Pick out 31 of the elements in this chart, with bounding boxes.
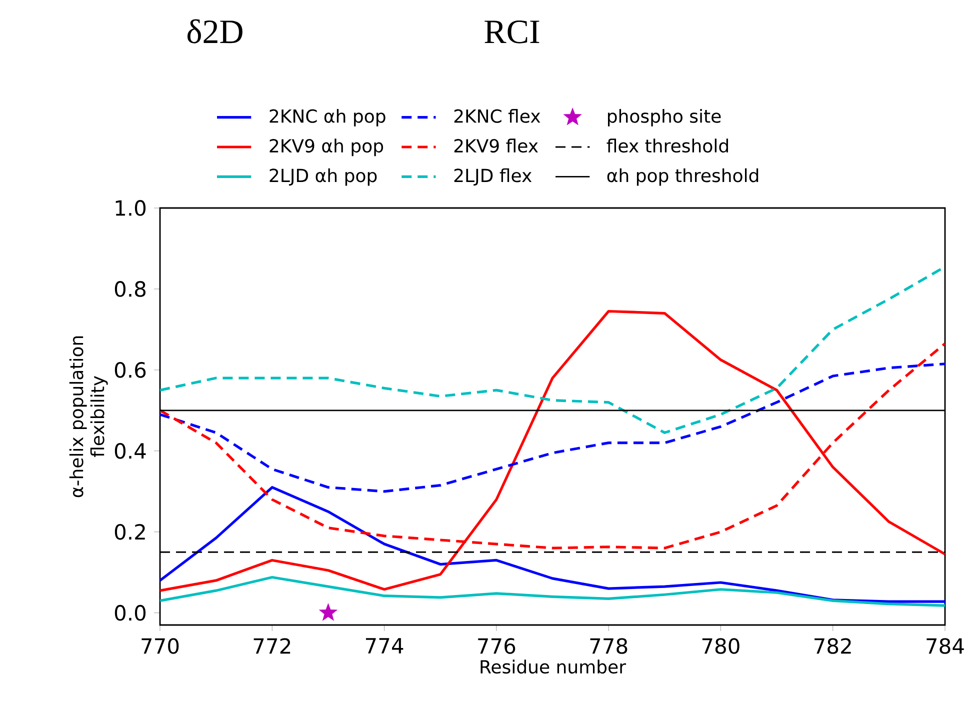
legend-label: 2KNC αh pop xyxy=(270,108,386,126)
legend-label: αh pop threshold xyxy=(607,168,758,186)
legend-label: 2KNC flex xyxy=(454,108,540,123)
x-tick-label: 770 xyxy=(142,638,179,654)
y-tick-label: 0.2 xyxy=(114,524,145,540)
line-series xyxy=(160,310,946,592)
y-tick-label: 0.0 xyxy=(114,604,146,621)
legend-label: 2KV9 αh pop xyxy=(270,138,384,156)
legend-label: flex threshold xyxy=(606,138,728,153)
y-tick-label: 1.0 xyxy=(116,200,146,216)
line-series xyxy=(160,362,946,493)
x-tick-label: 774 xyxy=(366,638,404,654)
x-axis-title: Residue number xyxy=(480,660,626,674)
x-tick-label: 782 xyxy=(814,638,851,654)
y-tick-label: 0.8 xyxy=(114,281,146,297)
legend-label: 2KV9 flex xyxy=(454,138,538,153)
text: δ2D xyxy=(188,19,242,44)
x-tick-label: 772 xyxy=(254,638,290,654)
y-axis-title: α-helix population flexibility xyxy=(69,336,108,498)
x-tick-label: 776 xyxy=(478,638,516,654)
line-series xyxy=(160,486,946,603)
x-tick-label: 780 xyxy=(702,638,740,654)
legend-label: 2LJD αh pop xyxy=(270,168,377,186)
x-tick-label: 778 xyxy=(590,638,628,654)
legend-label: phospho site xyxy=(608,108,721,126)
line-series xyxy=(160,576,946,607)
text: RCI xyxy=(484,20,540,44)
y-tick-label: 0.4 xyxy=(114,442,146,459)
y-tick-label: 0.6 xyxy=(114,362,146,378)
legend-label: 2LJD flex xyxy=(454,168,532,186)
x-tick-label: 784 xyxy=(926,638,964,654)
